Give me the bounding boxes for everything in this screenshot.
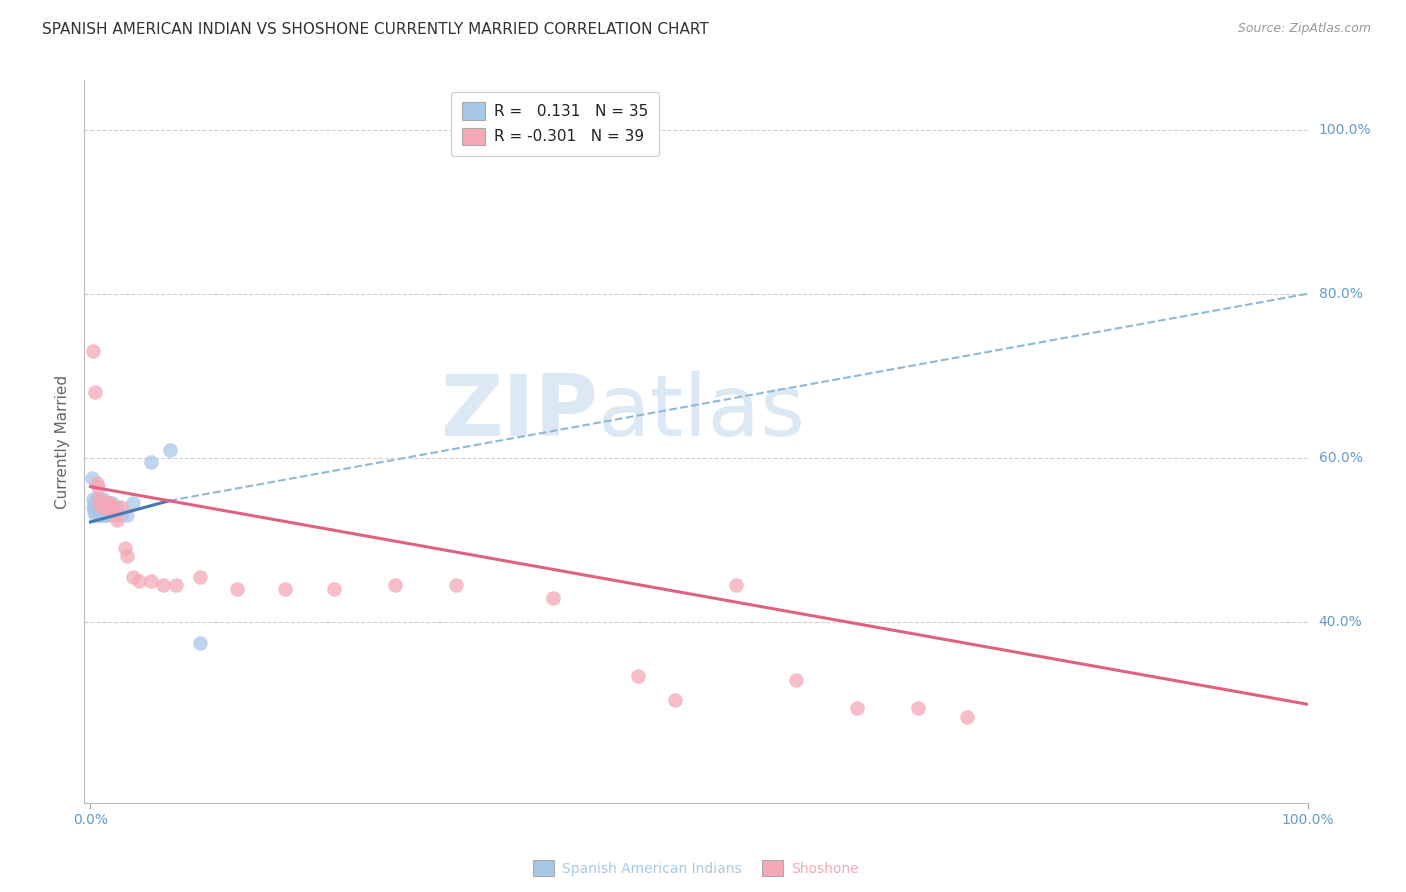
Point: [93, 508, 115, 523]
Point: [98, 500, 121, 515]
Point: [86, 491, 108, 506]
Point: [84, 496, 107, 510]
Point: [87, 508, 110, 523]
Point: [86, 475, 108, 490]
Text: 80.0%: 80.0%: [1319, 286, 1362, 301]
Point: [104, 508, 127, 523]
Point: [152, 578, 174, 592]
Point: [87, 491, 110, 506]
Point: [724, 578, 747, 592]
Point: [90, 500, 112, 515]
Point: [87, 500, 110, 515]
Point: [83, 504, 105, 518]
Point: [322, 582, 344, 597]
Text: 60.0%: 60.0%: [1319, 451, 1362, 465]
Point: [110, 508, 132, 523]
Point: [122, 496, 145, 510]
Point: [159, 442, 181, 457]
Point: [87, 491, 110, 506]
Point: [97, 496, 120, 510]
Point: [115, 508, 138, 523]
Point: [87, 480, 110, 494]
Point: [188, 570, 211, 584]
Point: [104, 508, 127, 523]
Point: [274, 582, 297, 597]
Point: [87, 496, 110, 510]
Point: [114, 541, 136, 556]
Point: [82, 500, 104, 515]
Point: [128, 574, 150, 588]
Point: [105, 512, 128, 526]
Point: [100, 504, 122, 518]
Point: [110, 500, 132, 515]
Point: [907, 701, 929, 715]
Point: [846, 701, 869, 715]
Point: [90, 508, 112, 523]
Point: [98, 500, 121, 515]
Point: [384, 578, 406, 592]
Point: [541, 591, 564, 605]
Point: [82, 344, 104, 359]
Point: [141, 574, 163, 588]
Point: [188, 636, 211, 650]
Point: [82, 491, 104, 506]
Point: [444, 578, 467, 592]
Text: atlas: atlas: [598, 371, 806, 454]
Point: [96, 508, 118, 523]
Point: [225, 582, 247, 597]
Point: [91, 491, 114, 506]
Point: [96, 500, 118, 515]
Point: [956, 709, 979, 723]
Point: [89, 496, 111, 510]
Point: [97, 496, 120, 510]
Point: [91, 496, 114, 510]
Point: [80, 471, 103, 485]
Text: ZIP: ZIP: [440, 371, 598, 454]
Point: [96, 508, 118, 523]
Text: SPANISH AMERICAN INDIAN VS SHOSHONE CURRENTLY MARRIED CORRELATION CHART: SPANISH AMERICAN INDIAN VS SHOSHONE CURR…: [42, 22, 709, 37]
Point: [94, 496, 117, 510]
Point: [165, 578, 187, 592]
Point: [101, 496, 124, 510]
Point: [89, 496, 111, 510]
Point: [115, 549, 138, 564]
Legend: Spanish American Indians, Shoshone: Spanish American Indians, Shoshone: [526, 853, 866, 883]
Text: Source: ZipAtlas.com: Source: ZipAtlas.com: [1237, 22, 1371, 36]
Point: [89, 508, 111, 523]
Point: [785, 673, 807, 687]
Point: [86, 500, 108, 515]
Point: [94, 496, 117, 510]
Point: [93, 496, 115, 510]
Point: [96, 496, 118, 510]
Text: 40.0%: 40.0%: [1319, 615, 1362, 629]
Point: [141, 455, 163, 469]
Point: [90, 496, 112, 510]
Point: [122, 570, 145, 584]
Point: [83, 496, 105, 510]
Point: [84, 508, 107, 523]
Point: [101, 500, 124, 515]
Text: 100.0%: 100.0%: [1319, 122, 1371, 136]
Point: [105, 500, 128, 515]
Point: [627, 668, 650, 682]
Y-axis label: Currently Married: Currently Married: [55, 375, 70, 508]
Point: [664, 693, 686, 707]
Point: [84, 385, 107, 400]
Point: [91, 500, 114, 515]
